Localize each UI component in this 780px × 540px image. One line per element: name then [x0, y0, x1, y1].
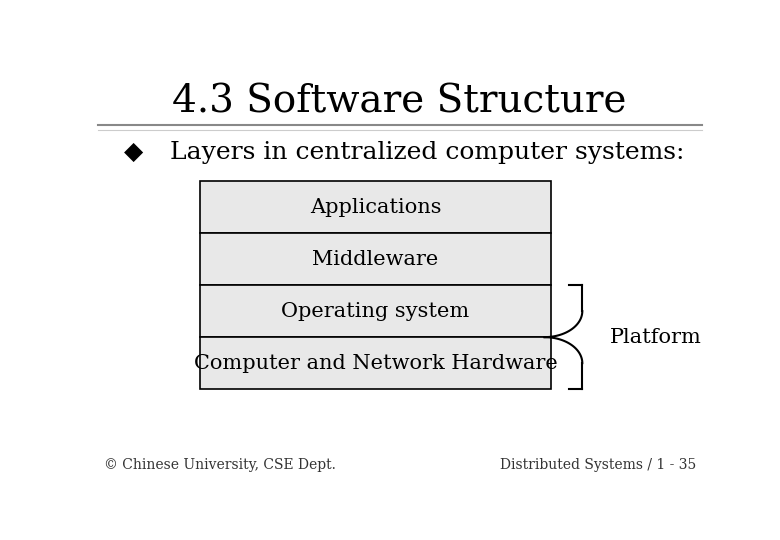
- Text: Layers in centralized computer systems:: Layers in centralized computer systems:: [170, 140, 685, 164]
- Text: ◆: ◆: [124, 140, 144, 164]
- FancyBboxPatch shape: [200, 285, 551, 337]
- FancyBboxPatch shape: [200, 181, 551, 233]
- Text: Applications: Applications: [310, 198, 441, 217]
- FancyBboxPatch shape: [200, 233, 551, 285]
- Text: Operating system: Operating system: [282, 302, 470, 321]
- Text: Computer and Network Hardware: Computer and Network Hardware: [193, 354, 558, 373]
- Text: Distributed Systems / 1 - 35: Distributed Systems / 1 - 35: [500, 458, 696, 472]
- FancyBboxPatch shape: [200, 337, 551, 389]
- Text: © Chinese University, CSE Dept.: © Chinese University, CSE Dept.: [104, 458, 335, 472]
- Text: 4.3 Software Structure: 4.3 Software Structure: [172, 84, 627, 121]
- Text: Platform: Platform: [610, 328, 702, 347]
- Text: Middleware: Middleware: [313, 249, 438, 269]
